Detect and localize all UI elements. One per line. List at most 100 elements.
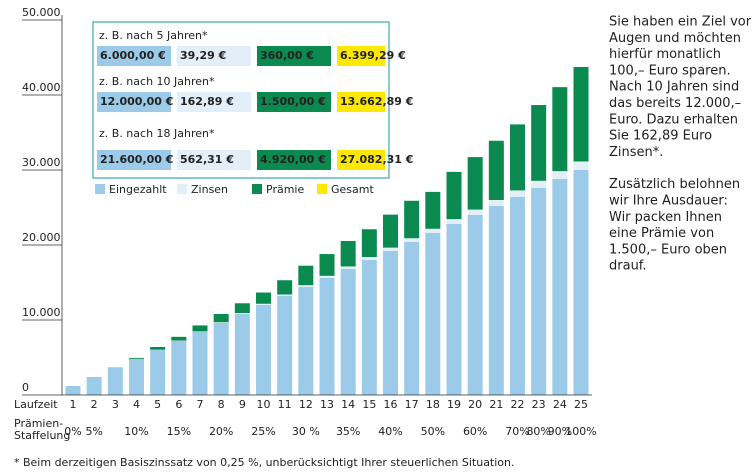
side-text: Zinsen*.: [609, 145, 663, 160]
example-value: 4.920,00 €: [260, 153, 326, 166]
bar-segment: [192, 331, 208, 332]
bar-segment: [150, 350, 166, 395]
legend-label: Zinsen: [191, 183, 228, 196]
legend-swatch: [95, 184, 105, 194]
y-tick-label: 20.000: [22, 231, 61, 244]
rate-axis-label: Prämien-: [14, 417, 63, 430]
side-text: 1.500,– Euro oben: [609, 242, 727, 257]
bar-segment: [277, 280, 293, 295]
side-text: Wir packen Ihnen: [609, 210, 722, 225]
example-value: 21.600,00 €: [100, 153, 173, 166]
side-text: Nach 10 Jahren sind: [609, 80, 739, 95]
bar-segment: [573, 66, 589, 162]
bar-segment: [129, 359, 144, 395]
x-tick-label: 24: [553, 398, 567, 411]
bar-segment: [383, 251, 398, 395]
x-tick-label: 15: [362, 398, 376, 411]
side-text: Sie 162,89 Euro: [609, 129, 712, 144]
bar-segment: [234, 303, 250, 314]
bar-segment: [467, 209, 483, 215]
bar-segment: [425, 228, 441, 233]
legend-swatch: [252, 184, 262, 194]
bar-segment: [383, 214, 398, 248]
bar-segment: [277, 296, 293, 395]
example-cell: [337, 150, 385, 170]
example-value: 6.000,00 €: [100, 49, 166, 62]
example-label: z. B. nach 5 Jahren*: [99, 29, 208, 42]
x-tick-label: 20: [468, 398, 482, 411]
legend-label: Prämie: [266, 183, 304, 196]
bar-segment: [171, 336, 187, 341]
rate-label: 40%: [378, 425, 402, 438]
bar-segment: [467, 157, 483, 210]
rate-label: 15%: [167, 425, 191, 438]
bar-segment: [573, 170, 589, 395]
x-tick-label: 5: [154, 398, 161, 411]
x-tick-label: 7: [197, 398, 204, 411]
rate-axis-label-full: Prämien-Staffelung: [14, 423, 120, 436]
bar-segment: [488, 140, 504, 200]
example-cell: [337, 92, 385, 112]
example-cell: [177, 46, 251, 66]
bar-segment: [319, 278, 335, 395]
rate-label: 5%: [85, 425, 102, 438]
bar-segment: [446, 219, 462, 224]
example-value: 162,89 €: [180, 95, 234, 108]
bar-segment: [150, 347, 166, 350]
example-cell: [177, 150, 251, 170]
bar-segment: [510, 197, 525, 395]
bar-segment: [319, 254, 335, 276]
bar-segment: [573, 161, 589, 170]
bar-segment: [425, 191, 441, 229]
x-tick-label: 1: [70, 398, 77, 411]
bar-segment: [171, 341, 187, 395]
x-tick-label: 4: [133, 398, 140, 411]
example-value: 1.500,00 €: [260, 95, 326, 108]
y-tick-label: 0: [22, 381, 29, 394]
bar-segment: [361, 260, 377, 395]
example-cell: [337, 46, 385, 66]
bar-segment: [425, 233, 441, 395]
bar-segment: [107, 368, 123, 395]
bar-segment: [488, 200, 504, 206]
x-tick-label: 18: [426, 398, 440, 411]
legend-label: Gesamt: [331, 183, 374, 196]
bar-segment: [446, 171, 462, 220]
bar-segment: [531, 180, 547, 188]
example-cell: [97, 150, 171, 170]
rate-label: 0%: [64, 425, 81, 438]
example-cell: [97, 92, 171, 112]
bar-segment: [213, 323, 229, 395]
side-text: Augen und möchten: [609, 31, 741, 46]
rate-label: 50%: [421, 425, 445, 438]
x-tick-label: 8: [218, 398, 225, 411]
bar-segment: [234, 314, 250, 395]
bar-segment: [65, 386, 81, 395]
bar-segment: [404, 200, 420, 239]
bar-segment: [404, 242, 420, 395]
y-tick-label: 10.000: [22, 306, 61, 319]
bar-segment: [446, 224, 462, 395]
bar-segment: [234, 313, 250, 314]
x-tick-label: 13: [320, 398, 334, 411]
side-text: hierfür monatlich: [609, 47, 721, 62]
bar-segment: [552, 179, 568, 395]
x-tick-label: 22: [511, 398, 525, 411]
rate-label: 60%: [463, 425, 487, 438]
example-cell: [257, 46, 331, 66]
x-tick-label: 23: [532, 398, 546, 411]
x-tick-label: 6: [175, 398, 182, 411]
bar-segment: [319, 275, 335, 278]
example-value: 6.399,29 €: [340, 49, 406, 62]
side-text: Zusätzlich belohnen: [609, 177, 740, 192]
x-tick-label: 14: [341, 398, 355, 411]
bar-segment: [510, 124, 525, 191]
bar-segment: [510, 190, 525, 197]
bar-segment: [298, 285, 314, 287]
example-value: 13.662,89 €: [340, 95, 413, 108]
side-text: eine Prämie von: [609, 226, 714, 241]
bar-segment: [340, 266, 356, 269]
x-tick-label: 21: [489, 398, 503, 411]
side-text: Euro. Dazu erhalten: [609, 112, 738, 127]
bar-segment: [552, 171, 568, 179]
